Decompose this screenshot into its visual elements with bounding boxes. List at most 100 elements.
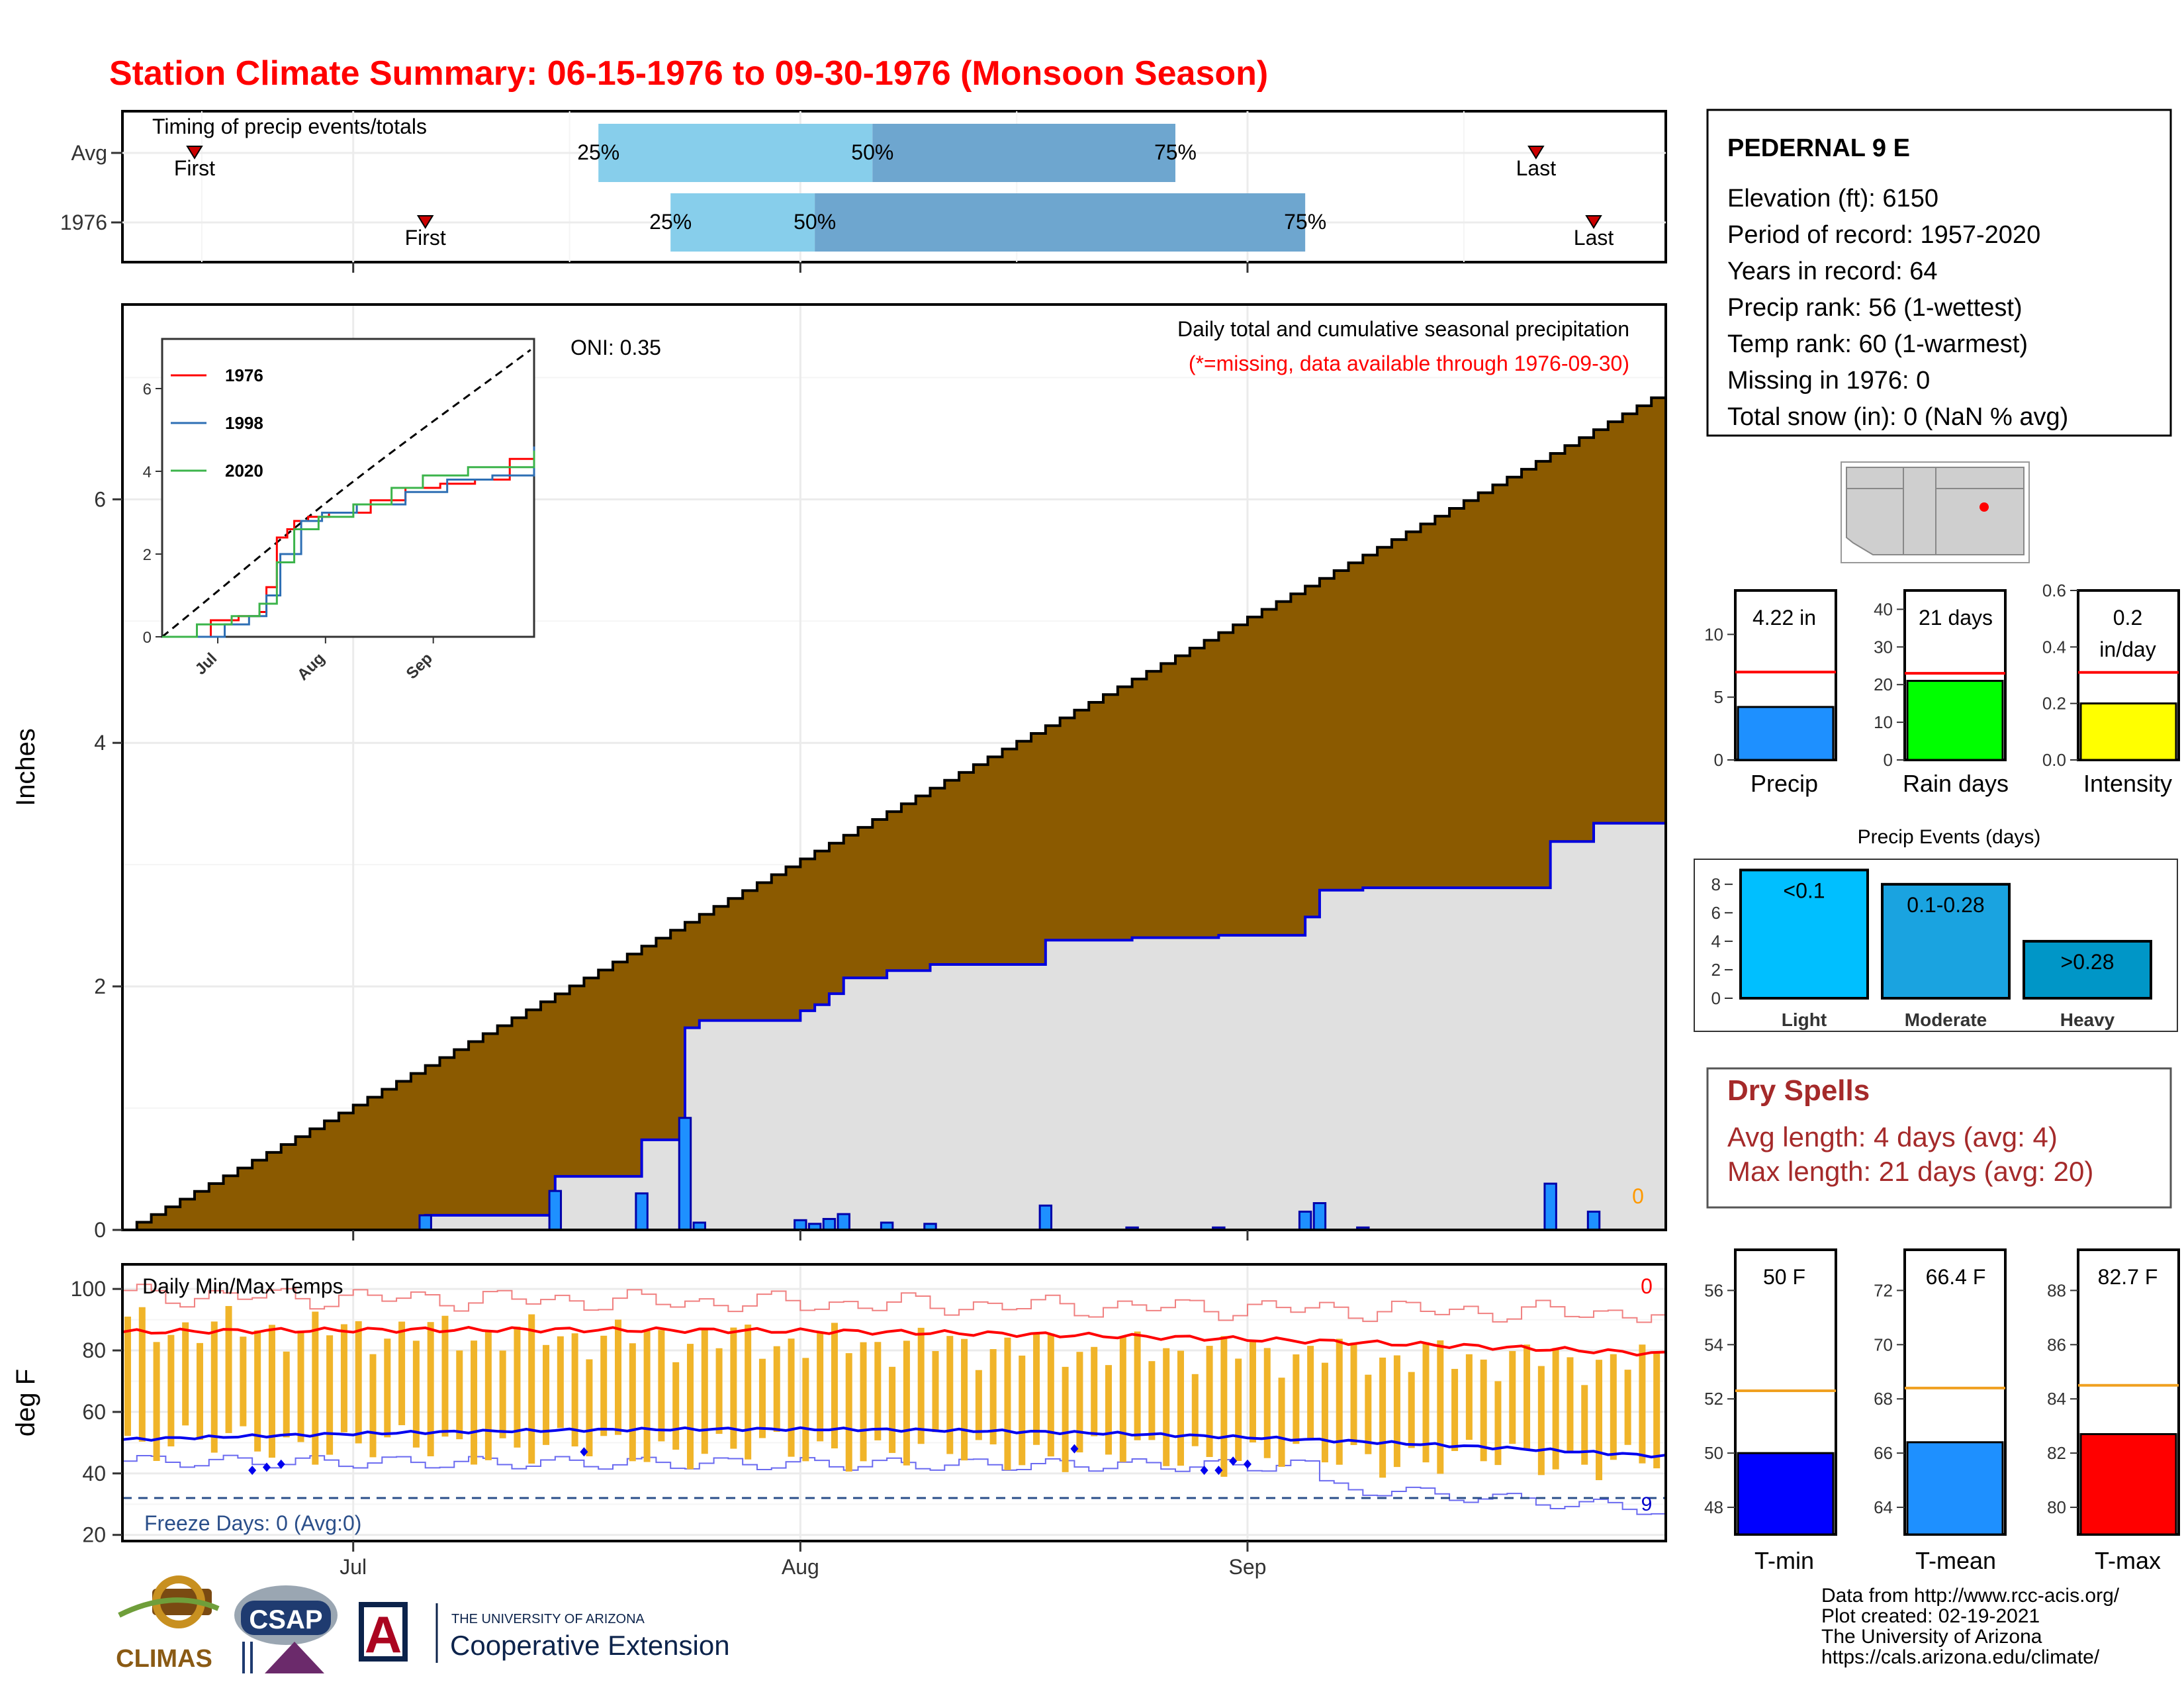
season-totals-panel: 0 5 10 4.22 in Precip 0 10 20 30 40 21 days Rain da… — [1704, 581, 2180, 797]
daily-temp-range-bar — [571, 1333, 578, 1447]
record-low-marker — [1229, 1456, 1238, 1466]
daily-temp-range-bar — [1437, 1340, 1444, 1474]
daily-precip-bar — [794, 1219, 807, 1231]
footer-line-3: https://cals.arizona.edu/climate/ — [1821, 1646, 2100, 1668]
small-bar-value-label: 4.22 in — [1752, 606, 1816, 630]
inset-series-line-2020 — [162, 450, 535, 638]
daily-temp-range-bar — [1263, 1348, 1271, 1458]
daily-temp-range-bar — [514, 1327, 521, 1448]
timing-first-marker — [416, 215, 434, 229]
event-bar-Heavy — [2023, 939, 2152, 1000]
small-bar-category-label: Precip — [1751, 770, 1818, 797]
daily-temp-range-bar — [773, 1346, 780, 1432]
daily-temp-range-bar — [557, 1336, 564, 1429]
precip-ylabel: Inches — [11, 728, 40, 806]
daily-temp-range-bar — [903, 1340, 910, 1466]
avg-max-temp-line — [122, 1326, 1666, 1357]
daily-temp-range-bar — [225, 1305, 232, 1433]
daily-temp-range-bar — [1278, 1378, 1285, 1467]
timing-last-label: Last — [1574, 226, 1614, 250]
daily-temp-range-bar — [1422, 1342, 1430, 1463]
ua-cooperative-extension-logo: A THE UNIVERSITY OF ARIZONA Cooperative … — [359, 1602, 730, 1664]
daily-precip-bar — [1586, 1210, 1601, 1231]
temp-bar-y-tick-label: 72 — [1874, 1280, 1893, 1300]
temp-x-tick-label: Aug — [782, 1555, 819, 1579]
station-location-dot — [1979, 502, 1989, 512]
timing-last-label: Last — [1516, 156, 1557, 180]
daily-temp-range-bar — [1019, 1355, 1026, 1466]
daily-temp-range-bar — [1480, 1359, 1487, 1462]
precip-events-panel: Precip Events (days) 0 2 4 6 8 <0.1 Light 0.1-0… — [1694, 826, 2178, 1032]
inset-y-tick-label: 0 — [143, 629, 152, 647]
temp-bar-value-label: 50 F — [1763, 1265, 1805, 1289]
daily-temp-range-bar — [1552, 1348, 1559, 1470]
ua-name-small: THE UNIVERSITY OF ARIZONA — [451, 1612, 645, 1626]
timing-quantile-label: 75% — [1154, 140, 1197, 164]
climas-logo: CLIMAS — [116, 1575, 220, 1673]
daily-temp-range-bar — [1321, 1362, 1328, 1463]
daily-temp-range-bar — [355, 1321, 362, 1444]
inset-legend-label: 1976 — [225, 365, 263, 385]
timing-first-label: First — [174, 156, 215, 180]
temp-bar-y-tick-label: 88 — [2047, 1280, 2066, 1300]
daily-temp-range-bar — [758, 1358, 766, 1438]
avg-min-temp-line — [122, 1426, 1666, 1459]
small-bar-y-tick-label: 0 — [1884, 750, 1893, 770]
daily-temp-range-bar — [1177, 1350, 1184, 1466]
daily-temp-range-bar — [471, 1340, 478, 1465]
small-bar-y-tick-label: 5 — [1714, 687, 1723, 707]
timing-title: Timing of precip events/totals — [152, 115, 427, 138]
daily-temp-range-bar — [788, 1338, 795, 1457]
inset-legend-label: 1998 — [225, 413, 263, 433]
daily-temp-range-bar — [1567, 1357, 1574, 1451]
temp-y-tick-label: 20 — [82, 1523, 106, 1547]
small-bar-y-tick-label: 0 — [1714, 750, 1723, 770]
dry-spells-avg: Avg length: 4 days (avg: 4) — [1727, 1121, 2058, 1152]
daily-temp-range-bar — [1365, 1374, 1372, 1454]
daily-temp-range-bar — [499, 1350, 506, 1438]
footer-line-0: Data from http://www.rcc-acis.org/ — [1821, 1585, 2120, 1607]
temp-y-tick-label: 100 — [71, 1277, 106, 1301]
temp-x-tick-label: Sep — [1228, 1555, 1266, 1579]
daily-precip-bar — [1543, 1182, 1557, 1231]
timing-bar-q25-q50 — [598, 124, 873, 182]
station-line-1: Period of record: 1957-2020 — [1727, 221, 2040, 249]
daily-temp-range-bar — [167, 1335, 175, 1447]
temp-bar-y-tick-label: 82 — [2047, 1443, 2066, 1463]
events-y-tick-label: 2 — [1711, 960, 1721, 980]
daily-temp-range-bar — [1336, 1338, 1343, 1465]
daily-temp-range-bar — [1148, 1361, 1156, 1440]
small-bar-y-tick-label: 10 — [1874, 712, 1893, 732]
daily-temp-range-bar — [1163, 1348, 1170, 1466]
record-low-marker — [1200, 1466, 1208, 1476]
events-y-tick-label: 0 — [1711, 988, 1721, 1008]
event-bar-Moderate — [1881, 882, 2011, 1000]
temp-missing-count: 0 — [1641, 1274, 1653, 1298]
precip-missing-count: 0 — [1632, 1184, 1644, 1208]
daily-temp-range-bar — [456, 1350, 463, 1440]
timing-quantile-label: 50% — [851, 140, 893, 164]
daily-temp-range-bar — [384, 1338, 391, 1438]
daily-temp-range-bar — [1220, 1336, 1228, 1477]
temp-bar-y-tick-label: 52 — [1704, 1389, 1723, 1409]
inset-series-line-1998 — [162, 446, 535, 638]
daily-precip-bar — [1038, 1204, 1053, 1231]
daily-temp-range-bar — [643, 1330, 651, 1462]
daily-temp-range-bar — [1062, 1366, 1069, 1472]
timing-bar-q50-q75 — [815, 193, 1306, 252]
daily-precip-bar — [837, 1213, 850, 1231]
small-bar-y-tick-label: 0.2 — [2042, 694, 2066, 714]
daily-temp-range-bar — [1581, 1385, 1588, 1465]
events-y-tick-label: 6 — [1711, 903, 1721, 923]
precip-y-tick-label: 0 — [94, 1218, 106, 1242]
daily-temp-range-bar — [1134, 1331, 1141, 1440]
small-bar-y-tick-label: 30 — [1874, 637, 1893, 657]
daily-temp-range-bar — [1293, 1354, 1300, 1444]
ua-letter-logo: A — [365, 1605, 402, 1664]
small-bar-value-label: 21 days — [1919, 606, 1993, 630]
temp-bar-y-tick-label: 54 — [1704, 1335, 1723, 1354]
figure-title: Station Climate Summary: 06-15-1976 to 0… — [109, 54, 1268, 93]
daily-temp-range-bar — [802, 1358, 809, 1462]
daily-temp-range-bar — [946, 1336, 954, 1454]
